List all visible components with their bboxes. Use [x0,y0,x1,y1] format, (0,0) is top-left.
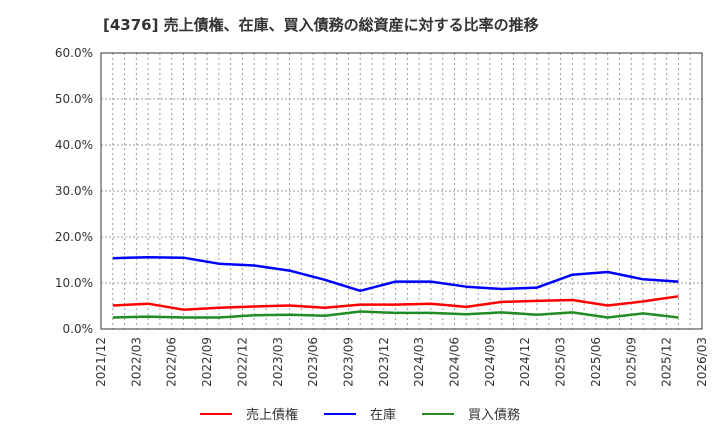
x-tick-label: 2021/12 [94,337,108,387]
x-tick-label: 2025/06 [589,337,603,387]
x-tick-label: 2025/09 [624,337,638,387]
data-series [112,255,679,319]
y-tick-label: 0.0% [63,322,94,336]
y-tick-label: 40.0% [55,138,93,152]
y-tick-label: 30.0% [55,184,93,198]
series-line-1 [112,255,679,293]
y-tick-label: 50.0% [55,92,93,106]
series-line-2 [112,310,679,319]
x-tick-label: 2025/03 [554,337,568,387]
x-tick-label: 2023/03 [271,337,285,387]
legend: 売上債権 在庫 買入債務 [0,404,720,423]
x-tick-label: 2023/12 [377,337,391,387]
legend-item-payables: 買入債務 [422,404,520,423]
y-tick-label: 60.0% [55,46,93,60]
x-tick-label: 2024/12 [518,337,532,387]
x-tick-label: 2026/03 [695,337,709,387]
x-tick-label: 2024/09 [483,337,497,387]
legend-item-inventory: 在庫 [323,404,396,423]
x-tick-label: 2024/06 [448,337,462,387]
series-line-0 [112,295,679,311]
y-axis: 0.0% 10.0% 20.0% 30.0% 40.0% 50.0% 60.0% [55,46,93,336]
legend-item-receivables: 売上債権 [199,404,298,423]
chart-title: [4376] 売上債権、在庫、買入債務の総資産に対する比率の推移 [103,16,539,34]
legend-swatch-red [199,412,232,415]
legend-label: 売上債権 [245,408,298,423]
x-tick-label: 2022/06 [165,337,179,387]
x-tick-label: 2024/03 [412,337,426,387]
x-tick-label: 2022/03 [129,337,143,387]
y-tick-label: 10.0% [55,276,93,290]
x-tick-label: 2025/12 [660,337,674,387]
legend-label: 在庫 [369,408,396,423]
x-axis: 2021/12 2022/03 2022/06 2022/09 2022/12 2023/… [94,337,709,387]
x-tick-label: 2022/12 [235,337,249,387]
legend-label: 買入債務 [468,408,521,423]
y-tick-label: 20.0% [55,230,93,244]
plot-frame [100,52,703,330]
x-tick-label: 2023/06 [306,337,320,387]
grid-lines [101,53,702,329]
legend-swatch-green [422,412,454,415]
legend-swatch-blue [323,412,356,415]
x-tick-label: 2023/09 [341,337,355,387]
x-tick-label: 2022/09 [200,337,214,387]
